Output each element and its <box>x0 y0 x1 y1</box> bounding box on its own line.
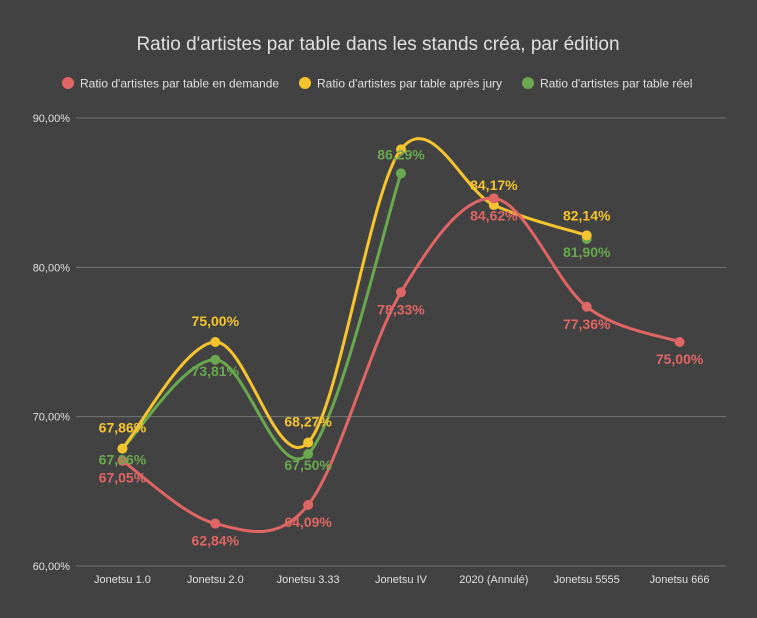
legend-item-reel[interactable]: Ratio d'artistes par table réel <box>522 77 692 91</box>
data-label-reel: 67,50% <box>284 457 332 473</box>
data-point-demande[interactable] <box>117 455 128 466</box>
data-point-jury[interactable] <box>303 437 314 448</box>
data-label-demande: 84,62% <box>470 207 518 223</box>
x-tick-label: Jonetsu 666 <box>650 574 710 586</box>
x-tick-label: 2020 (Annulé) <box>459 574 528 586</box>
legend-label-jury: Ratio d'artistes par table après jury <box>317 77 502 91</box>
x-tick-label: Jonetsu 1.0 <box>94 574 151 586</box>
data-label-jury: 75,00% <box>192 313 240 329</box>
legend-marker-jury <box>299 77 311 89</box>
data-label-jury: 82,14% <box>563 207 611 223</box>
x-tick-label: Jonetsu IV <box>375 574 428 586</box>
y-tick-label: 70,00% <box>33 412 71 424</box>
series-jury <box>117 137 592 454</box>
data-label-demande: 75,00% <box>656 351 704 367</box>
chart-title: Ratio d'artistes par table dans les stan… <box>136 34 619 55</box>
x-axis-ticks: Jonetsu 1.0 Jonetsu 2.0 Jonetsu 3.33 Jonets… <box>94 574 710 586</box>
data-label-reel: 73,81% <box>192 363 240 379</box>
x-tick-label: Jonetsu 5555 <box>554 574 620 586</box>
data-label-jury: 84,17% <box>470 177 518 193</box>
data-label-demande: 64,09% <box>284 514 332 530</box>
series-demande <box>117 193 685 534</box>
legend-label-demande: Ratio d'artistes par table en demande <box>80 77 279 91</box>
series-line-reel <box>121 172 403 461</box>
y-tick-label: 80,00% <box>33 262 71 274</box>
legend-marker-reel <box>522 77 534 89</box>
data-point-demande[interactable] <box>674 337 685 347</box>
x-tick-label: Jonetsu 3.33 <box>277 574 340 586</box>
data-point-demande[interactable] <box>488 193 499 204</box>
data-label-reel: 67,86% <box>99 452 147 468</box>
data-label-demande: 62,84% <box>192 533 240 549</box>
data-point-jury[interactable] <box>210 337 221 347</box>
data-point-jury[interactable] <box>396 144 406 155</box>
legend: Ratio d'artistes par table en demande Ra… <box>62 77 692 91</box>
data-label-reel: 81,90% <box>563 244 611 260</box>
series-reel <box>117 168 592 461</box>
data-point-jury[interactable] <box>581 230 592 241</box>
data-point-reel[interactable] <box>210 354 221 365</box>
data-point-reel[interactable] <box>303 449 314 459</box>
data-label-demande: 77,36% <box>563 316 611 332</box>
data-point-demande[interactable] <box>303 499 314 510</box>
data-point-demande[interactable] <box>396 287 406 298</box>
legend-item-jury[interactable]: Ratio d'artistes par table après jury <box>299 77 502 91</box>
data-point-reel[interactable] <box>396 168 406 179</box>
data-labels: 67,05% 62,84% 64,09% 78,33% 84,62% 77,36% 75,0… <box>99 146 704 548</box>
y-tick-label: 90,00% <box>33 113 71 125</box>
data-label-jury: 68,27% <box>284 414 332 430</box>
data-label-demande: 78,33% <box>377 301 425 317</box>
y-tick-label: 60,00% <box>33 561 71 573</box>
data-label-demande: 67,05% <box>99 470 147 486</box>
gridlines <box>76 117 726 567</box>
data-point-demande[interactable] <box>581 301 592 312</box>
data-label-jury: 67,86% <box>99 420 147 436</box>
y-axis-ticks: 60,00% 70,00% 80,00% 90,00% <box>33 113 71 573</box>
data-label-reel: 86,29% <box>377 146 425 162</box>
data-point-demande[interactable] <box>210 518 221 529</box>
data-point-jury[interactable] <box>117 443 128 454</box>
legend-item-demande[interactable]: Ratio d'artistes par table en demande <box>62 77 279 91</box>
x-tick-label: Jonetsu 2.0 <box>187 574 244 586</box>
legend-marker-demande <box>62 77 74 89</box>
series-layer <box>117 137 685 534</box>
legend-label-reel: Ratio d'artistes par table réel <box>540 77 692 91</box>
